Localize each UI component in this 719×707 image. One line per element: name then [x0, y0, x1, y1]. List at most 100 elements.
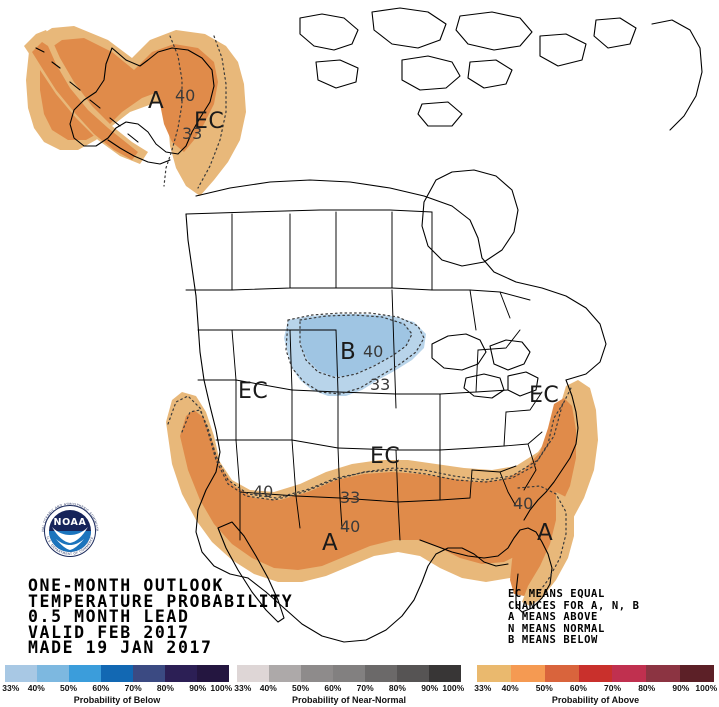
color-bar-title-above: Probability of Above	[551, 695, 640, 705]
aleutian-islands	[35, 47, 139, 143]
tick-above-5: 80%	[638, 683, 656, 693]
swatch-near-normal-2	[301, 665, 333, 682]
color-bar-swatches-near-normal	[236, 664, 462, 683]
color-bar-below: 33% 40% 50% 60% 70% 80% 90% 100% Probability of …	[2, 664, 233, 705]
color-bar-swatches-above	[476, 664, 715, 683]
swatch-near-normal-5	[397, 665, 429, 682]
contour-plains-40	[299, 314, 413, 379]
swatch-below-4	[133, 665, 165, 682]
tick-near-normal-7: 100%	[442, 683, 465, 693]
color-bar-ticks-below: 33% 40% 50% 60% 70% 80% 90% 100%	[2, 683, 233, 694]
southeast-above-label: A	[537, 520, 553, 546]
tick-above-6: 90%	[672, 683, 690, 693]
northern-plains-contour-40: 40	[363, 342, 384, 361]
central-plains-ec-label: EC	[370, 444, 401, 469]
ec-legend-line-3: A MEANS ABOVE	[508, 611, 598, 623]
coastline-layer	[35, 7, 703, 643]
contour-lines-layer	[163, 35, 573, 597]
swatch-above-0	[477, 665, 511, 682]
swatch-above-5	[646, 665, 681, 682]
tick-below-1: 40%	[27, 683, 45, 693]
swatch-above-2	[544, 665, 579, 682]
swatch-above-6	[680, 665, 715, 682]
swatch-near-normal-6	[429, 665, 461, 682]
alaska-contour-33: 33	[182, 124, 203, 143]
noaa-logo: NOAA NATIONAL OCEANIC AND ATMOSPHERIC AD…	[34, 494, 104, 565]
great-basin-ec-label: EC	[238, 379, 269, 404]
swatch-above-1	[510, 665, 545, 682]
contour-southern-40	[181, 401, 565, 499]
contour-alaska-40	[163, 35, 183, 187]
tick-below-0: 33%	[2, 683, 20, 693]
tick-near-normal-4: 70%	[356, 683, 374, 693]
aleutian-above-mid-band	[32, 42, 138, 160]
tick-below-7: 100%	[210, 683, 233, 693]
tick-below-4: 70%	[124, 683, 142, 693]
florida-above-light-band	[522, 492, 574, 606]
swatch-near-normal-3	[333, 665, 365, 682]
tick-below-3: 60%	[92, 683, 110, 693]
south-texas-contour-40: 40	[340, 517, 361, 536]
probability-shading-layer	[24, 26, 598, 606]
baffin-greenland-edge	[651, 19, 703, 131]
color-bar-title-near-normal: Probability of Near-Normal	[291, 695, 407, 705]
alaska-above-label: A	[148, 88, 164, 114]
contour-southeast-40	[517, 485, 567, 597]
tick-below-2: 50%	[60, 683, 78, 693]
ec-legend-line-2: CHANCES FOR A, N, B	[508, 599, 640, 612]
swatch-below-3	[101, 665, 133, 682]
tick-above-0: 33%	[474, 683, 492, 693]
southwest-contour-40: 40	[253, 482, 274, 501]
alaska-coastline	[69, 47, 215, 155]
southern-us-above-mid-band	[180, 398, 576, 570]
swatch-near-normal-4	[365, 665, 397, 682]
color-bar-near-normal: 33% 40% 50% 60% 70% 80% 90% 100% Probability of …	[234, 664, 465, 705]
southern-contour-33: 33	[340, 488, 361, 507]
title-line-4: VALID FEB 2017	[28, 622, 190, 642]
tick-near-normal-1: 40%	[259, 683, 277, 693]
color-bar-ticks-above: 33% 40% 50% 60% 70% 80% 90% 100%	[474, 683, 718, 694]
tick-near-normal-6: 90%	[421, 683, 439, 693]
swatch-below-6	[197, 665, 229, 682]
title-line-5: MADE 19 JAN 2017	[28, 638, 213, 657]
baja-california	[217, 521, 285, 623]
contour-alaska-33	[197, 35, 227, 189]
us-gulf-coast	[419, 527, 553, 613]
noaa-logo-bird-wing	[56, 539, 84, 550]
mexico-gulf-coast	[247, 547, 509, 643]
color-bar-ticks-near-normal: 33% 40% 50% 60% 70% 80% 90% 100%	[234, 683, 465, 694]
tick-above-7: 100%	[695, 683, 718, 693]
swatch-near-normal-1	[269, 665, 301, 682]
swatch-above-4	[612, 665, 647, 682]
color-bar-title-below: Probability of Below	[73, 695, 161, 705]
noaa-logo-bird	[52, 527, 88, 543]
swatch-above-3	[578, 665, 613, 682]
title-line-1: ONE-MONTH OUTLOOK	[28, 576, 225, 595]
alaska-peninsula	[107, 139, 171, 165]
swatch-near-normal-0	[237, 665, 269, 682]
map-area[interactable]: A 40 EC 33 B 40 33 EC EC EC 40 33 40 A 40 A	[0, 0, 719, 655]
alaska-contour-40: 40	[175, 86, 196, 105]
contour-southern-33	[167, 385, 573, 501]
ec-legend-line-1: EC MEANS EQUAL	[508, 588, 605, 600]
us-west-coast	[185, 213, 249, 579]
northern-plains-contour-33: 33	[370, 375, 391, 394]
southwest-above-label: A	[322, 530, 338, 556]
canada-mainland-coast	[195, 179, 607, 381]
canada-arctic-islands	[299, 7, 637, 127]
swatch-below-5	[165, 665, 197, 682]
tick-above-4: 70%	[604, 683, 622, 693]
title-line-3: 0.5 MONTH LEAD	[28, 607, 190, 626]
hudson-bay	[421, 169, 519, 267]
tick-below-5: 80%	[156, 683, 174, 693]
mid-atlantic-ec-label: EC	[529, 383, 560, 408]
swatch-below-1	[37, 665, 69, 682]
tick-near-normal-2: 50%	[292, 683, 310, 693]
ec-legend-line-4: N MEANS NORMAL	[508, 622, 605, 635]
ec-legend-line-5: B MEANS BELOW	[508, 634, 598, 646]
contour-plains-33	[285, 312, 425, 395]
north-america-map	[24, 7, 703, 643]
swatch-below-0	[5, 665, 37, 682]
tick-above-2: 50%	[535, 683, 553, 693]
tick-above-1: 40%	[501, 683, 519, 693]
